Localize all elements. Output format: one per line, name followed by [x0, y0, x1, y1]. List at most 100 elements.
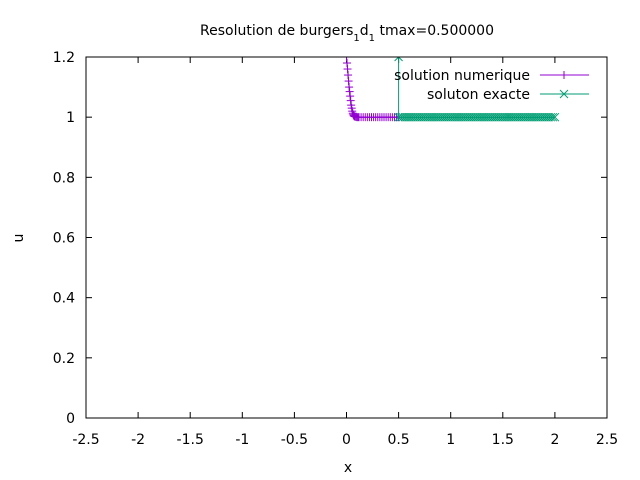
data-point — [544, 112, 554, 122]
x-tick-label: -2.5 — [72, 432, 99, 448]
data-point — [456, 112, 466, 122]
chart-title: Resolution de burgers1d1 tmax=0.500000 — [200, 23, 494, 44]
legend: solution numerique soluton exacte — [394, 68, 589, 103]
data-point — [342, 57, 351, 61]
data-point — [435, 112, 445, 122]
data-point — [394, 57, 403, 62]
data-point — [546, 112, 556, 122]
data-point — [498, 112, 508, 122]
data-point — [343, 65, 352, 74]
data-point — [542, 112, 551, 122]
data-point — [345, 83, 354, 92]
data-point — [442, 112, 451, 122]
data-point — [458, 112, 468, 122]
data-point — [446, 112, 456, 122]
data-point — [515, 112, 524, 122]
data-point — [523, 112, 533, 122]
data-point — [398, 112, 408, 122]
data-point — [465, 112, 474, 122]
data-point — [406, 112, 416, 122]
data-point — [485, 112, 495, 122]
data-point — [502, 112, 512, 122]
data-point — [348, 107, 357, 116]
data-point — [548, 112, 558, 122]
data-point — [471, 112, 481, 122]
data-point — [540, 112, 549, 122]
data-point — [433, 112, 443, 122]
data-point — [492, 112, 501, 122]
plot-frame — [85, 56, 608, 419]
data-point — [394, 112, 403, 122]
x-tick-label: -1 — [235, 432, 249, 448]
y-tick-label: 0.2 — [53, 351, 75, 367]
series-layer — [342, 57, 560, 122]
data-point — [525, 112, 535, 122]
data-point — [531, 112, 541, 122]
data-point — [346, 92, 355, 101]
data-point — [481, 112, 491, 122]
data-point — [425, 112, 435, 122]
data-point — [488, 112, 497, 122]
data-point — [473, 112, 483, 122]
data-point — [477, 112, 487, 122]
data-point — [533, 112, 543, 122]
axis-ticks — [85, 56, 608, 419]
data-point — [396, 112, 406, 122]
legend-label: solution numerique — [394, 68, 530, 84]
data-point — [508, 112, 518, 122]
data-point — [538, 112, 547, 122]
y-tick-label: 1.2 — [53, 50, 75, 66]
data-point — [410, 112, 420, 122]
data-point — [475, 112, 485, 122]
data-point — [448, 112, 458, 122]
x-tick-label: -1.5 — [177, 432, 204, 448]
data-point — [402, 112, 412, 122]
data-point — [344, 77, 353, 86]
data-point — [517, 112, 526, 122]
tick-labels: -2.5 -2 -1.5 -1 -0.5 0 0.5 1 1.5 2 2.5 0 0.2 0.4 0.6 0.… — [53, 50, 618, 448]
data-point — [467, 112, 476, 122]
data-point — [479, 112, 489, 122]
data-point — [346, 96, 355, 105]
x-tick-label: 1.5 — [492, 432, 514, 448]
data-point — [454, 112, 464, 122]
data-point — [421, 112, 431, 122]
data-point — [440, 112, 449, 122]
data-point — [344, 71, 353, 80]
data-point — [519, 112, 528, 122]
legend-marker — [560, 71, 568, 79]
y-tick-label: 0.8 — [53, 170, 75, 186]
data-point — [529, 112, 539, 122]
data-point — [452, 112, 462, 122]
data-point — [535, 112, 545, 122]
y-tick-label: 0 — [66, 411, 75, 427]
data-point — [483, 112, 493, 122]
x-tick-label: -2 — [131, 432, 145, 448]
data-point — [429, 112, 439, 122]
x-tick-label: 1 — [446, 432, 455, 448]
data-point — [550, 112, 560, 122]
data-point — [463, 112, 472, 122]
x-tick-label: 0 — [342, 432, 351, 448]
data-point — [423, 112, 433, 122]
data-point — [521, 112, 531, 122]
data-point — [404, 112, 414, 122]
x-axis-label: x — [344, 460, 352, 476]
x-tick-label: -0.5 — [281, 432, 308, 448]
data-point — [504, 112, 514, 122]
y-axis-label: u — [11, 234, 27, 243]
data-point — [419, 112, 428, 122]
data-point — [496, 112, 506, 122]
data-point — [415, 112, 424, 122]
data-point — [500, 112, 510, 122]
data-point — [490, 112, 499, 122]
y-tick-label: 0.4 — [53, 291, 75, 307]
x-tick-label: 0.5 — [387, 432, 409, 448]
data-point — [494, 112, 503, 122]
data-point — [417, 112, 426, 122]
data-point — [506, 112, 516, 122]
data-point — [527, 112, 537, 122]
x-tick-label: 2.5 — [596, 432, 618, 448]
data-point — [431, 112, 441, 122]
data-point — [460, 112, 470, 122]
